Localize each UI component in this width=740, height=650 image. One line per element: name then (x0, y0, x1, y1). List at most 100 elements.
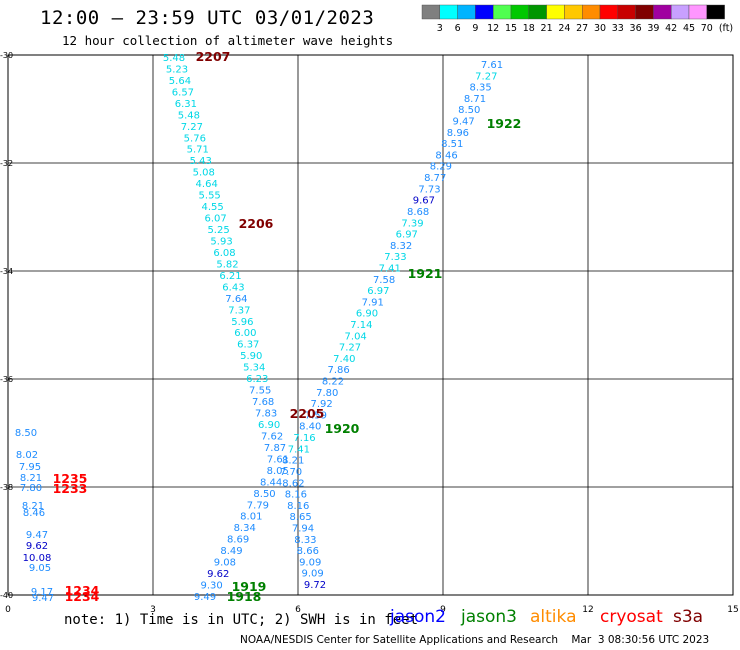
legend-tick-label: 70 (701, 23, 713, 34)
legend-tick-label: 12 (487, 23, 499, 34)
swh-value: 5.64 (169, 76, 191, 87)
swh-value: 8.34 (234, 523, 256, 534)
legend-swatch (688, 4, 707, 20)
swh-value: 7.04 (345, 331, 367, 342)
legend-swatch (564, 4, 583, 20)
swh-value: 8.33 (294, 535, 316, 546)
legend-swatch (510, 4, 529, 20)
swh-value: 8.35 (470, 83, 492, 94)
lat-tick-label: -32 (0, 159, 13, 168)
lon-tick-label: 15 (727, 605, 738, 615)
pass-label: 1918 (227, 589, 262, 604)
swh-value: 8.22 (322, 377, 344, 388)
legend-tick-label: 24 (558, 23, 570, 34)
swh-value: 7.55 (249, 386, 271, 397)
pass-label: 1921 (408, 266, 443, 281)
swh-value: 8.16 (285, 490, 307, 501)
legend-swatch (475, 4, 494, 20)
swh-value: 7.68 (252, 397, 274, 408)
swh-value: 7.91 (362, 297, 384, 308)
swh-value: 6.23 (246, 374, 268, 385)
swh-value: 7.59 (305, 410, 327, 421)
swh-value: 6.21 (219, 271, 241, 282)
swh-value: 6.07 (204, 214, 226, 225)
swh-value: 7.95 (19, 462, 41, 473)
lat-tick-label: -38 (0, 483, 13, 492)
swh-value: 9.62 (207, 569, 229, 580)
legend-tick-label: 9 (472, 23, 478, 34)
lon-tick-label: 9 (440, 605, 446, 615)
legend-swatch (653, 4, 672, 20)
swh-value: 9.62 (26, 541, 48, 552)
lon-tick-label: 12 (582, 605, 593, 615)
swh-value: 5.82 (216, 259, 238, 270)
lon-tick-label: 0 (5, 605, 11, 615)
swh-value: 5.08 (193, 168, 215, 179)
swh-value: 8.62 (282, 478, 304, 489)
swh-value: 10.08 (23, 553, 52, 564)
swh-value: 9.09 (299, 557, 321, 568)
swh-value: 9.30 (200, 581, 222, 592)
swh-value: 6.97 (367, 286, 389, 297)
swh-value: 7.39 (401, 218, 423, 229)
swh-value: 8.29 (430, 162, 452, 173)
swh-value: 4.64 (196, 179, 218, 190)
swh-value: 5.23 (166, 64, 188, 75)
swh-value: 7.92 (310, 399, 332, 410)
pass-label: 2207 (196, 49, 231, 64)
pass-label: 1235 (53, 471, 88, 486)
swh-value: 7.41 (288, 444, 310, 455)
swh-value: 9.67 (413, 196, 435, 207)
swh-value: 7.61 (481, 60, 503, 71)
swh-value: 6.00 (234, 328, 256, 339)
pass-label: 1920 (325, 421, 360, 436)
swh-value: 5.43 (190, 156, 212, 167)
swh-value: 5.48 (178, 110, 200, 121)
swh-value: 7.14 (350, 320, 372, 331)
legend-swatch (439, 4, 458, 20)
swh-value: 8.46 (435, 150, 457, 161)
swh-value: 8.16 (287, 501, 309, 512)
swh-value: 5.25 (207, 225, 229, 236)
swh-value: 8.21 (22, 501, 44, 512)
swh-value: 6.57 (172, 87, 194, 98)
legend-tick-label: 42 (665, 23, 677, 34)
swh-value: 5.55 (199, 191, 221, 202)
swh-value: 7.27 (339, 343, 361, 354)
swh-value: 8.21 (20, 473, 42, 484)
color-scale-legend: 3 6 9 12 15 18 21 24 27 30 33 36 39 42 45 70 (ft) (421, 4, 733, 34)
legend-tick-label: 6 (455, 23, 461, 34)
lat-tick-label: -30 (0, 51, 13, 60)
legend-swatch (599, 4, 618, 20)
legend-swatch (546, 4, 565, 20)
swh-value: 9.72 (304, 580, 326, 591)
swh-value: 7.94 (292, 523, 314, 534)
pass-label: 1234 (65, 589, 100, 604)
satellite-legend-jason2: jason2 (390, 607, 446, 627)
pass-label: 2206 (239, 216, 274, 231)
map-grid (7, 54, 734, 596)
satellite-legend-s3a: s3a (673, 607, 704, 627)
swh-value: 8.21 (282, 456, 304, 467)
swh-value: 8.96 (447, 128, 469, 139)
credit-line: NOAA/NESDIS Center for Satellite Applica… (240, 634, 710, 646)
swh-value: 8.44 (260, 477, 282, 488)
swh-value: 8.01 (240, 512, 262, 523)
swh-value: 8.50 (15, 428, 37, 439)
page-subtitle: 12 hour collection of altimeter wave hei… (62, 33, 394, 48)
map-frame (7, 54, 734, 596)
swh-value: 7.83 (255, 409, 277, 420)
legend-tick-label: 36 (630, 23, 642, 34)
legend-tick-label: 30 (594, 23, 606, 34)
legend-unit: (ft) (719, 23, 733, 34)
swh-value: 6.90 (356, 309, 378, 320)
swh-value: 7.62 (261, 431, 283, 442)
swh-value: 7.73 (418, 184, 440, 195)
swh-value: 7.64 (225, 294, 247, 305)
swh-value: 6.31 (175, 99, 197, 110)
swh-value: 8.32 (390, 241, 412, 252)
swh-value: 7.40 (333, 354, 355, 365)
legend-swatch (421, 4, 440, 20)
swh-value: 8.66 (297, 546, 319, 557)
